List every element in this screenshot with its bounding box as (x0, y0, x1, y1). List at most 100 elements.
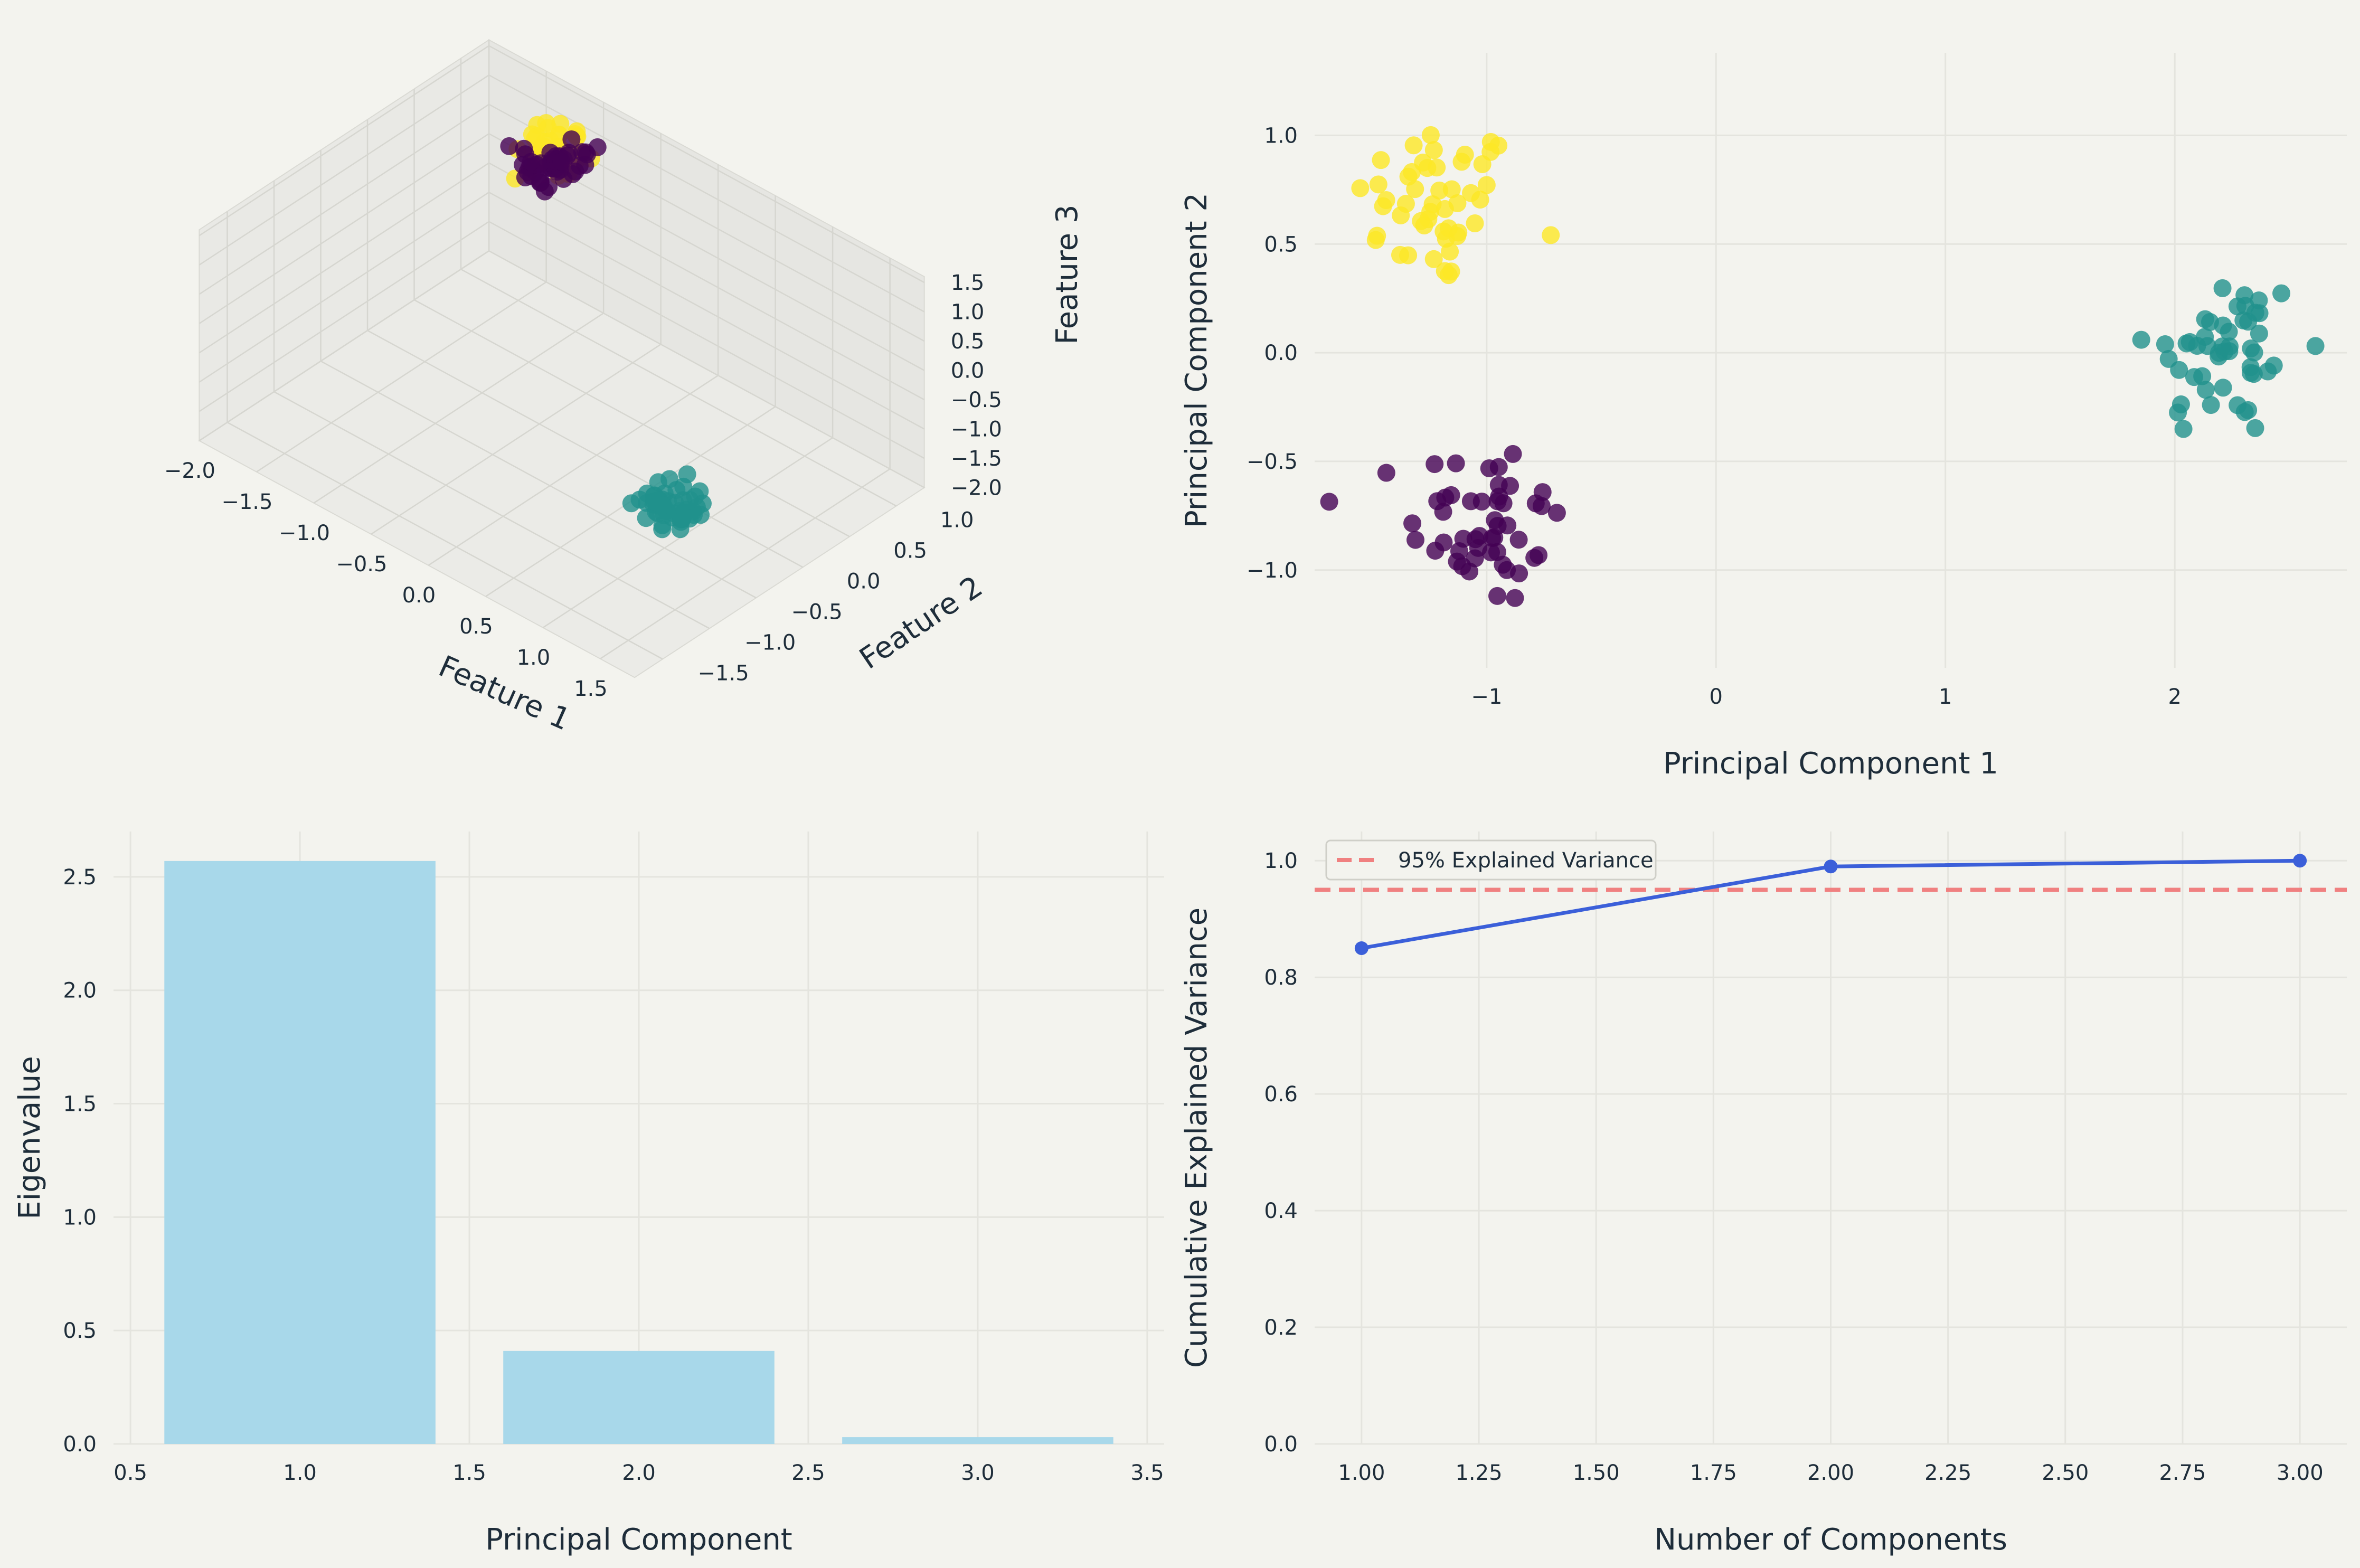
grid-3d-x (371, 344, 662, 535)
pca-point-purple (1472, 493, 1491, 511)
pca-point-teal (2213, 279, 2232, 297)
scatter3d-point-purple (552, 153, 571, 171)
pca-point-yellow (1399, 246, 1418, 265)
pca-x-tick-label: 2 (2168, 685, 2181, 709)
cum-x-tick-label: 1.50 (1573, 1461, 1620, 1485)
eigen-x-tick-label: 2.5 (791, 1461, 825, 1485)
pca-point-teal (2193, 367, 2212, 385)
x3d-tick-label: −1.5 (221, 490, 272, 514)
scatter3d-point-yellow (528, 116, 546, 134)
grid-3d-z (199, 103, 489, 295)
pca-point-purple (1377, 464, 1395, 482)
scatter3d-point-purple (522, 153, 540, 171)
eigenvalue-bar-panel: 0.5 1.0 1.5 2.0 2.5 3.0 3.5 0.0 0.5 1.0 1.5 2.0 2.5 P… (13, 832, 1164, 1557)
pca-y-tick-label: 1.0 (1264, 124, 1298, 148)
eigen-bar (842, 1437, 1113, 1444)
eigen-x-tick-label: 2.0 (622, 1461, 656, 1485)
scatter3d-point-purple (562, 130, 581, 148)
eigen-y-tick-label: 0.5 (63, 1319, 97, 1343)
pca-point-teal (2272, 284, 2291, 303)
pca-x-tick-label: 0 (1710, 685, 1723, 709)
pca-point-purple (1547, 504, 1566, 522)
pca-point-yellow (1368, 226, 1386, 245)
eigen-y-tick-label: 0.0 (63, 1432, 97, 1457)
grid-3d-z (488, 74, 925, 313)
pca-point-teal (2239, 401, 2258, 419)
z3d-tick-label: −2.0 (951, 476, 1002, 500)
cum-x-tick-label: 1.25 (1455, 1461, 1502, 1485)
z3d-tick-label: 1.0 (951, 300, 985, 325)
eigen-y-tick-label: 2.5 (63, 865, 97, 890)
pca-point-teal (2174, 420, 2193, 438)
scatter3d-point-teal (654, 496, 672, 515)
z3d-tick-label: 0.0 (951, 359, 985, 383)
grid-3d-z (199, 250, 489, 441)
pca-point-purple (1320, 493, 1338, 511)
scatter3d-point-teal (622, 494, 640, 513)
grid-3d-z (199, 221, 489, 412)
cum-y-tick-label: 1.0 (1264, 849, 1298, 873)
pca-point-yellow (1399, 167, 1418, 186)
y3d-tick-label: 0.5 (893, 539, 927, 563)
scatter3d-point-teal (681, 509, 699, 528)
scatter3d-point-yellow (551, 115, 570, 133)
grid-3d-z (488, 45, 925, 284)
pca-point-purple (1434, 503, 1452, 521)
cum-y-tick-label: 0.4 (1264, 1199, 1298, 1223)
pca-point-yellow (1436, 262, 1454, 280)
grid-3d-z (199, 162, 489, 354)
pca-point-yellow (1424, 250, 1443, 268)
pca-point-yellow (1369, 175, 1387, 194)
eigen-x-tick-label: 1.5 (452, 1461, 486, 1485)
grid-3d-z (488, 250, 925, 488)
pca-point-yellow (1489, 136, 1508, 155)
y3d-tick-label: −1.5 (698, 661, 749, 685)
grid-3d-y (413, 299, 850, 537)
pca-point-teal (2180, 333, 2199, 351)
pca-point-purple (1426, 455, 1444, 474)
grid-3d-y (320, 360, 757, 599)
pca-point-purple (1488, 517, 1507, 535)
pca-point-purple (1448, 552, 1466, 571)
z3d-axis-label: Feature 3 (1050, 204, 1084, 344)
pca-point-purple (1480, 459, 1498, 477)
x3d-tick-label: 1.5 (574, 677, 608, 701)
eigen-x-tick-label: 1.0 (283, 1461, 317, 1485)
grid-3d-z (488, 162, 925, 401)
pca-point-yellow (1456, 145, 1474, 164)
pca-point-yellow (1477, 176, 1496, 194)
grid-3d-y (460, 268, 897, 507)
z3d-tick-label: −0.5 (951, 388, 1002, 412)
cumulative-point (1354, 941, 1368, 955)
cum-y-tick-label: 0.6 (1264, 1082, 1298, 1107)
pca-point-purple (1488, 587, 1507, 605)
pca-y-tick-label: −1.0 (1247, 559, 1298, 583)
scatter3d-point-teal (693, 494, 712, 513)
scatter3d-point-purple (516, 168, 534, 187)
pca-point-yellow (1421, 126, 1440, 144)
pca-point-purple (1434, 533, 1453, 552)
pca-point-purple (1509, 531, 1528, 549)
cum-x-tick-label: 1.00 (1338, 1461, 1385, 1485)
eigen-bar (164, 861, 436, 1444)
cum-x-axis-label: Number of Components (1654, 1523, 2007, 1557)
grid-3d-x (428, 375, 719, 566)
pca-point-purple (1525, 549, 1544, 567)
cum-y-axis-label: Cumulative Explained Variance (1179, 908, 1214, 1368)
y3d-tick-label: 1.0 (940, 508, 974, 532)
eigen-y-tick-label: 2.0 (63, 979, 97, 1003)
grid-3d-z (199, 133, 489, 324)
pca-point-yellow (1421, 203, 1440, 221)
pca-point-purple (1498, 561, 1516, 579)
scatter3d-point-purple (500, 137, 518, 155)
pca-point-yellow (1351, 179, 1370, 197)
eigen-bar (503, 1350, 775, 1444)
cumulative-point (2293, 854, 2307, 868)
pca-point-yellow (1424, 141, 1443, 159)
pca-point-purple (1447, 454, 1465, 473)
pca-point-teal (2239, 313, 2258, 331)
pca-x-tick-label: −1 (1471, 685, 1502, 709)
cum-x-tick-label: 2.00 (1807, 1461, 1854, 1485)
pca-point-yellow (1428, 158, 1446, 177)
